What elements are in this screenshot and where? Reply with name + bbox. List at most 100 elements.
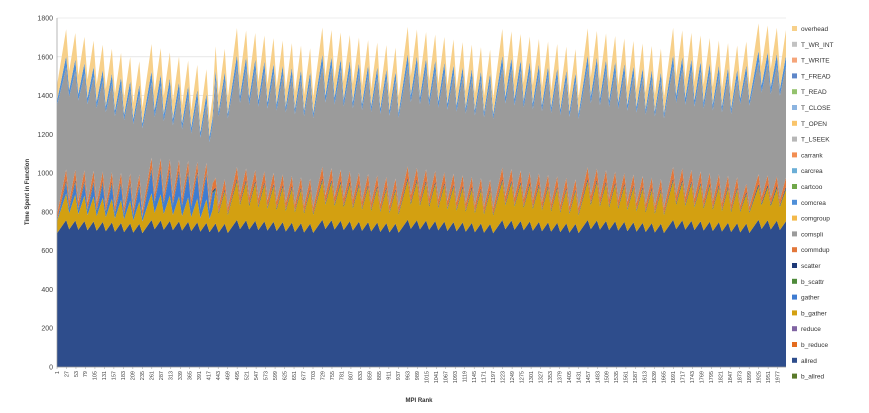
x-tick-label: 1015 xyxy=(425,371,431,383)
x-tick-label: 1067 xyxy=(444,371,450,383)
x-tick-label: 1249 xyxy=(510,371,516,383)
legend-swatch xyxy=(792,120,797,126)
x-tick-label: 911 xyxy=(387,371,393,380)
legend-swatch xyxy=(792,215,797,221)
y-tick-label: 800 xyxy=(41,209,53,216)
x-tick-label: 1691 xyxy=(671,371,677,383)
x-tick-label: 1951 xyxy=(766,371,772,383)
area-series-allred xyxy=(57,219,786,367)
legend-swatch xyxy=(792,168,797,174)
x-tick-label: 1223 xyxy=(500,371,506,383)
x-tick-label: 755 xyxy=(330,371,336,380)
legend-swatch xyxy=(792,26,797,31)
x-tick-label: 1275 xyxy=(519,371,525,383)
x-axis-label: MPI Rank xyxy=(405,398,433,404)
legend-label: b_scattr xyxy=(801,279,825,286)
legend-swatch xyxy=(792,73,797,79)
legend-swatch xyxy=(792,263,797,268)
x-tick-label: 313 xyxy=(169,371,175,380)
x-tick-label: 1405 xyxy=(567,371,573,383)
x-tick-label: 1171 xyxy=(481,371,487,383)
legend-label: T_CLOSE xyxy=(801,105,831,112)
x-tick-label: 651 xyxy=(292,371,298,380)
x-tick-label: 495 xyxy=(235,371,241,380)
area-series-overhead xyxy=(57,23,786,137)
legend-label: carrank xyxy=(801,152,823,159)
x-tick-label: 1431 xyxy=(576,371,582,383)
legend-label: scatter xyxy=(801,263,821,270)
x-tick-label: 209 xyxy=(131,371,137,380)
x-tick-label: 807 xyxy=(349,371,355,380)
y-tick-label: 600 xyxy=(41,248,53,255)
x-tick-label: 1301 xyxy=(529,371,535,383)
y-tick-label: 1000 xyxy=(37,171,53,178)
x-tick-label: 963 xyxy=(406,371,412,380)
x-tick-label: 1899 xyxy=(747,371,753,383)
legend-swatch xyxy=(792,57,797,63)
legend-label: cartcoo xyxy=(801,184,823,191)
x-tick-label: 287 xyxy=(159,371,165,380)
x-tick-label: 625 xyxy=(282,371,288,380)
x-tick-label: 261 xyxy=(150,371,156,380)
y-tick-label: 400 xyxy=(41,287,53,294)
x-tick-label: 1483 xyxy=(595,371,601,383)
x-tick-label: 131 xyxy=(102,371,108,380)
x-tick-label: 443 xyxy=(216,371,222,380)
legend-label: T_WRITE xyxy=(801,58,830,65)
legend-label: b_allred xyxy=(801,374,825,381)
x-tick-label: 547 xyxy=(254,371,260,380)
x-tick-label: 859 xyxy=(368,371,374,380)
x-tick-label: 885 xyxy=(377,371,383,380)
legend-swatch xyxy=(792,89,797,95)
legend-label: comspli xyxy=(801,231,823,238)
x-tick-label: 1119 xyxy=(463,371,469,382)
x-tick-label: 1977 xyxy=(775,371,781,383)
x-tick-label: 1327 xyxy=(538,371,544,383)
y-tick-label: 1600 xyxy=(37,54,53,61)
x-tick-label: 1873 xyxy=(737,371,743,383)
x-tick-label: 729 xyxy=(320,371,326,380)
x-tick-label: 703 xyxy=(311,371,317,380)
x-tick-label: 1925 xyxy=(756,371,762,383)
x-tick-label: 1613 xyxy=(643,371,649,383)
legend-label: b_gather xyxy=(801,310,827,317)
x-tick-label: 417 xyxy=(207,371,213,380)
x-tick-label: 1379 xyxy=(557,371,563,383)
legend-label: overhead xyxy=(801,26,828,33)
y-tick-label: 1200 xyxy=(37,132,53,139)
legend-label: T_FREAD xyxy=(801,73,831,80)
x-tick-label: 157 xyxy=(112,371,118,380)
x-tick-label: 1743 xyxy=(690,371,696,383)
legend-swatch xyxy=(792,105,797,110)
axis-layer: 0 200 400 600 800 1000 1200 1400 1600 1800 1 27 53 79… xyxy=(37,16,786,383)
legend-label: b_reduce xyxy=(801,342,828,349)
x-tick-label: 1639 xyxy=(652,371,658,383)
x-tick-label: 27 xyxy=(64,371,70,377)
x-tick-label: 1509 xyxy=(605,371,611,383)
x-tick-label: 989 xyxy=(415,371,421,380)
x-tick-label: 1041 xyxy=(434,371,440,383)
area-series-scatter xyxy=(57,168,786,221)
y-tick-label: 1800 xyxy=(37,16,53,23)
legend-label: T_OPEN xyxy=(801,121,827,128)
x-tick-label: 521 xyxy=(244,371,250,380)
legend-label: T_LSEEK xyxy=(801,137,830,144)
x-tick-label: 339 xyxy=(178,371,184,380)
x-tick-label: 1093 xyxy=(453,371,459,383)
legend-label: allred xyxy=(801,358,817,365)
legend-label: T_READ xyxy=(801,89,827,96)
x-tick-label: 1145 xyxy=(472,371,478,383)
area-series-b-gather xyxy=(57,181,786,234)
legend-swatch xyxy=(792,247,797,253)
legend-swatch xyxy=(792,231,797,237)
x-tick-label: 391 xyxy=(197,371,203,380)
x-tick-label: 1197 xyxy=(491,371,497,383)
x-tick-label: 677 xyxy=(301,371,307,380)
legend-swatch xyxy=(792,278,797,284)
legend-swatch xyxy=(792,41,797,47)
x-tick-label: 1353 xyxy=(548,371,554,383)
legend-label: comgroup xyxy=(801,216,830,223)
area-series-comspli xyxy=(57,61,786,215)
